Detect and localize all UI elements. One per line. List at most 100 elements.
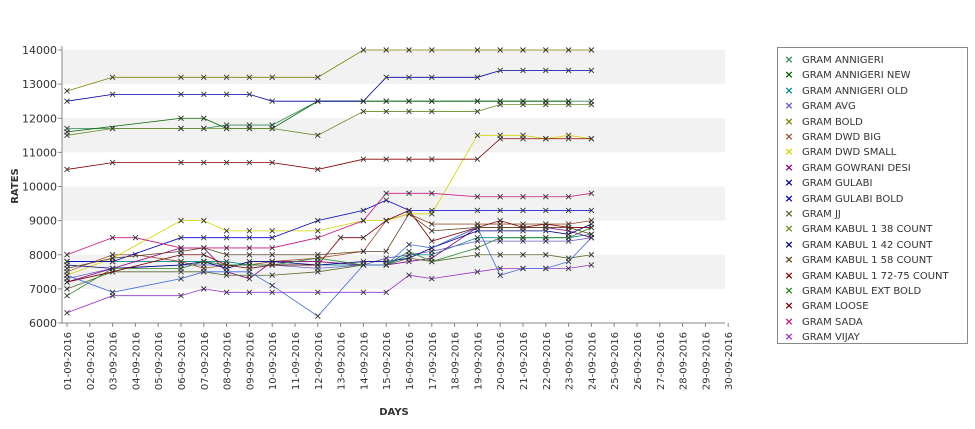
data-point: [542, 251, 549, 258]
data-point: [383, 217, 390, 224]
data-point: [246, 268, 253, 275]
data-point: [542, 67, 549, 74]
series-4: [64, 47, 595, 94]
legend-marker-icon: ×: [784, 99, 794, 113]
x-tick-label: 22-09-2016: [542, 332, 553, 390]
data-point: [588, 67, 595, 74]
data-point: [314, 132, 321, 139]
series-line: [66, 223, 592, 269]
data-point: [520, 224, 526, 231]
series-17: [64, 190, 595, 258]
data-point: [360, 234, 367, 241]
legend-item: × GRAM ANNIGERI NEW: [782, 67, 910, 82]
data-point: [223, 228, 230, 234]
x-tick-label: 10-09-2016: [268, 332, 279, 390]
data-point: [383, 74, 390, 81]
data-point: [520, 234, 526, 241]
data-point: [178, 292, 184, 299]
legend-item: × GRAM ANNIGERI OLD: [782, 83, 908, 98]
data-point: [109, 159, 116, 166]
data-point: [542, 47, 549, 53]
legend-marker-icon: ×: [784, 145, 794, 159]
data-point: [428, 245, 435, 251]
data-point: [360, 207, 367, 214]
data-point: [178, 91, 184, 98]
x-axis-title: DAYS: [379, 407, 409, 418]
data-point: [474, 193, 481, 200]
data-point: [178, 125, 184, 132]
data-point: [588, 135, 595, 142]
data-point: [360, 47, 367, 53]
legend-marker-icon: ×: [784, 299, 794, 313]
data-point: [428, 47, 435, 53]
data-point: [497, 272, 504, 279]
data-point: [565, 67, 572, 74]
data-point: [223, 251, 230, 258]
data-point: [406, 241, 412, 248]
legend-marker-icon: ×: [784, 130, 794, 143]
series-line: [66, 213, 592, 269]
data-point: [474, 251, 481, 258]
x-tick-label: 21-09-2016: [519, 332, 530, 390]
legend-item: × GRAM GULABI: [782, 175, 872, 190]
legend-label: GRAM ANNIGERI OLD: [802, 85, 908, 97]
data-point: [474, 108, 481, 115]
data-point: [428, 156, 435, 163]
data-point: [269, 282, 276, 289]
data-point: [223, 268, 230, 275]
data-point: [520, 265, 526, 272]
legend-item: × GRAM VIJAY: [782, 329, 859, 344]
data-point: [474, 156, 481, 163]
series-line: [66, 138, 592, 170]
data-point: [200, 159, 207, 166]
series-14: [64, 135, 595, 173]
data-point: [542, 135, 549, 142]
data-point: [132, 234, 139, 241]
data-point: [178, 115, 184, 122]
y-tick-label: 11000: [22, 146, 57, 159]
data-point: [383, 156, 390, 163]
legend-label: GRAM KABUL EXT BOLD: [802, 286, 922, 297]
data-point: [428, 238, 435, 244]
data-point: [246, 91, 253, 98]
series-group: [64, 47, 595, 319]
legend-marker-icon: ×: [784, 83, 794, 97]
legend-item: × GRAM JJ: [782, 206, 840, 221]
x-tick-label: 09-09-2016: [245, 332, 256, 390]
data-point: [269, 289, 276, 296]
data-point: [383, 47, 390, 53]
data-point: [383, 108, 390, 115]
data-point: [588, 234, 595, 241]
y-tick-label: 10000: [22, 181, 57, 194]
data-point: [383, 262, 390, 268]
data-point: [565, 101, 572, 108]
legend-marker-icon: ×: [784, 207, 794, 220]
legend-item: × GRAM DWD SMALL: [782, 144, 896, 159]
data-point: [474, 47, 481, 53]
legend-label: GRAM ANNIGERI: [802, 55, 884, 66]
legend-item: × GRAM SADA: [782, 314, 862, 329]
x-tick-label: 16-09-2016: [405, 332, 416, 390]
x-tick-label: 19-09-2016: [473, 332, 484, 390]
x-tick-label: 30-09-2016: [724, 332, 735, 390]
data-point: [428, 190, 435, 197]
data-point: [520, 193, 526, 200]
series-line: [66, 49, 592, 92]
data-point: [314, 217, 321, 224]
data-point: [428, 258, 435, 265]
x-tick-label: 05-09-2016: [154, 332, 165, 390]
series-line: [66, 226, 592, 317]
data-point: [200, 234, 207, 241]
data-point: [200, 91, 207, 98]
data-point: [428, 108, 435, 115]
data-point: [314, 166, 321, 173]
legend-marker-icon: ×: [784, 237, 794, 251]
data-point: [474, 207, 481, 214]
data-point: [200, 115, 207, 122]
x-tick-label: 02-09-2016: [86, 332, 97, 390]
data-point: [314, 255, 321, 261]
data-point: [474, 238, 481, 244]
x-tick-label: 27-09-2016: [656, 332, 667, 390]
series-line: [66, 134, 592, 276]
data-point: [588, 190, 595, 197]
